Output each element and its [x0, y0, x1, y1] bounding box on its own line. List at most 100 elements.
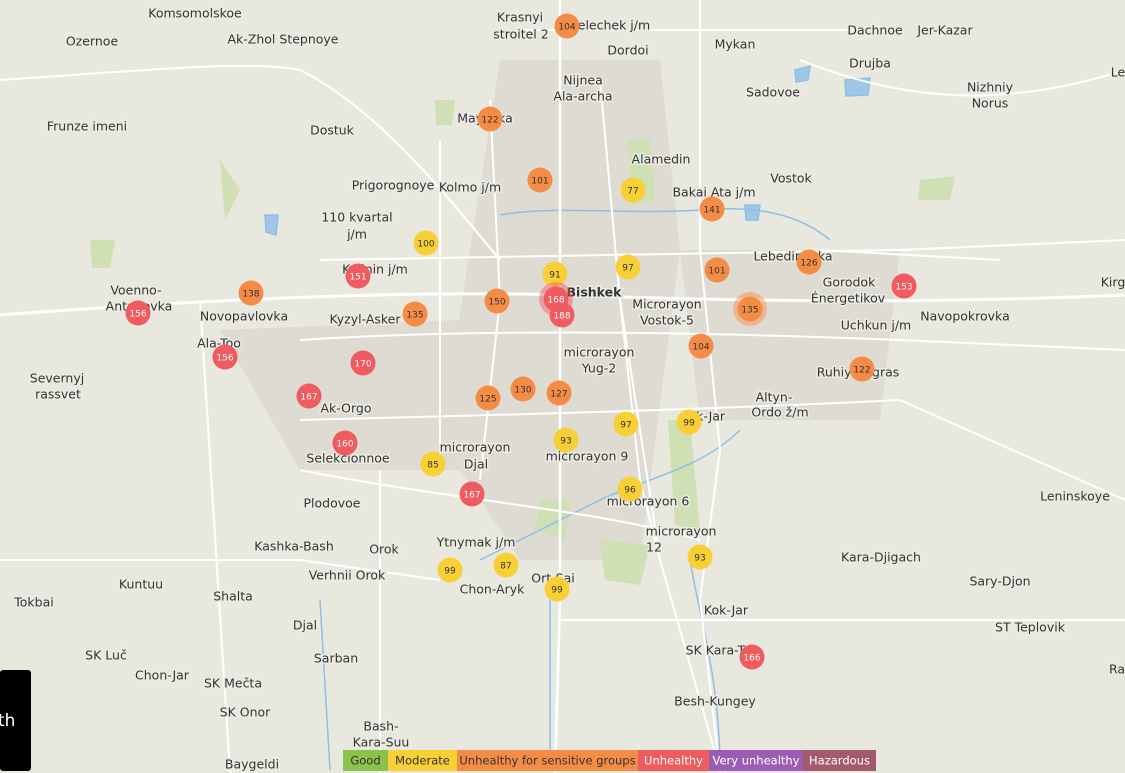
- place-label: Dordoi: [607, 43, 648, 58]
- place-label: Leninskoye: [1040, 489, 1110, 504]
- aqi-marker[interactable]: [437, 557, 463, 583]
- legend-swatch: [638, 750, 709, 771]
- aqi-value: 168: [547, 296, 564, 306]
- aqi-marker[interactable]: [553, 427, 579, 453]
- aqi-marker[interactable]: [891, 273, 917, 299]
- aqi-value: 99: [551, 586, 563, 596]
- place-label: Baygeldi: [225, 757, 279, 772]
- aqi-marker[interactable]: [510, 376, 536, 402]
- place-label: Selechek j/m: [570, 18, 650, 33]
- place-label: ST Teplovik: [995, 620, 1066, 635]
- place-label: rassvet: [35, 387, 81, 402]
- place-label: Vostok: [770, 171, 812, 186]
- legend-label: Moderate: [395, 754, 450, 768]
- aqi-value: 104: [558, 23, 575, 33]
- aqi-marker[interactable]: [527, 167, 553, 193]
- aqi-marker[interactable]: [332, 430, 358, 456]
- aqi-marker[interactable]: [737, 296, 763, 322]
- place-label: Tokbai: [13, 595, 53, 610]
- aqi-value: 166: [743, 654, 760, 664]
- city-label: Bishkek: [567, 285, 623, 300]
- aqi-value: 127: [550, 390, 567, 400]
- aqi-value: 167: [463, 491, 480, 501]
- aqi-marker[interactable]: [459, 481, 485, 507]
- aqi-marker[interactable]: [296, 383, 322, 409]
- aqi-marker[interactable]: [475, 385, 501, 411]
- aqi-marker[interactable]: [413, 230, 439, 256]
- aqi-marker[interactable]: [484, 288, 510, 314]
- place-label: Sarban: [314, 651, 358, 666]
- place-label: Bakai Ata j/m: [672, 185, 755, 200]
- aqi-value: 122: [853, 366, 870, 376]
- aqi-value: 141: [703, 206, 720, 216]
- place-label: 12: [646, 540, 662, 555]
- aqi-value: 135: [406, 311, 423, 321]
- aqi-value: 122: [481, 116, 498, 126]
- place-label: Mykan: [715, 37, 756, 52]
- aqi-marker[interactable]: [615, 254, 641, 280]
- place-label: Vostok-5: [640, 313, 694, 328]
- aqi-value: 96: [624, 486, 636, 496]
- aqi-value: 156: [216, 354, 233, 364]
- parks: [90, 100, 955, 585]
- legend-swatch: [343, 750, 388, 771]
- place-label: Prigorognoye: [352, 178, 435, 193]
- place-label: Jer-Kazar: [916, 23, 973, 38]
- place-label: Verhnii Orok: [309, 568, 386, 583]
- aqi-value: 93: [694, 554, 705, 564]
- aqi-marker[interactable]: [554, 13, 580, 39]
- aqi-marker[interactable]: [542, 261, 568, 287]
- aqi-value: 125: [479, 395, 496, 405]
- place-labels: Komsomolskoe Ozernoe Ak-Zhol Stepnoye Krasn…: [12, 4, 1125, 773]
- aqi-value: 101: [708, 267, 725, 277]
- aqi-marker[interactable]: [125, 300, 151, 326]
- aqi-marker[interactable]: [477, 106, 503, 132]
- aqi-marker[interactable]: [704, 257, 730, 283]
- place-label: Gorodok: [823, 275, 876, 290]
- aqi-marker[interactable]: [549, 302, 575, 328]
- place-label: Komsomolskoe: [148, 6, 242, 21]
- place-label: Ala-archa: [553, 89, 612, 104]
- place-label: Shalta: [213, 589, 253, 604]
- legend-swatch: [457, 750, 638, 771]
- aqi-marker[interactable]: [350, 350, 376, 376]
- aqi-marker[interactable]: [687, 544, 713, 570]
- place-label: SK Onor: [220, 705, 272, 720]
- corner-text: th: [0, 711, 15, 731]
- place-label: Chon-Aryk: [460, 582, 526, 597]
- aqi-marker[interactable]: [345, 263, 371, 289]
- place-label: Nijnea: [563, 73, 603, 88]
- aqi-value: 153: [895, 283, 912, 293]
- place-label: stroitel 2: [493, 27, 548, 42]
- place-label: Novopavlovka: [200, 309, 288, 324]
- aqi-marker[interactable]: [613, 411, 639, 437]
- aqi-marker[interactable]: [544, 576, 570, 602]
- aqi-marker[interactable]: [699, 196, 725, 222]
- place-label: Altyn-: [756, 390, 793, 405]
- place-label: Sary-Djon: [969, 574, 1030, 589]
- aqi-value: 130: [514, 386, 531, 396]
- place-label: microrayon 6: [607, 494, 690, 509]
- aqi-marker[interactable]: [212, 344, 238, 370]
- aqi-marker[interactable]: [739, 644, 765, 670]
- place-label: Kok-Jar: [704, 603, 749, 618]
- aqi-marker[interactable]: [546, 380, 572, 406]
- aqi-marker[interactable]: [688, 333, 714, 359]
- aqi-marker[interactable]: [676, 409, 702, 435]
- place-label: SK Mečta: [204, 676, 262, 691]
- place-label: Kara-Suu: [353, 735, 410, 750]
- aqi-value: 135: [741, 306, 758, 316]
- aqi-marker[interactable]: [849, 356, 875, 382]
- legend-label: Good: [350, 754, 380, 768]
- aqi-marker[interactable]: [420, 451, 446, 477]
- place-label: Navopokrovka: [920, 309, 1009, 324]
- aqi-marker[interactable]: [238, 280, 264, 306]
- place-label: Énergetikov: [811, 291, 886, 306]
- aqi-marker[interactable]: [402, 301, 428, 327]
- aqi-marker[interactable]: [617, 476, 643, 502]
- place-label: Le: [1111, 65, 1125, 80]
- aqi-marker[interactable]: [493, 552, 519, 578]
- place-label: Dostuk: [310, 123, 355, 138]
- aqi-marker[interactable]: [620, 177, 646, 203]
- aqi-marker[interactable]: [796, 249, 822, 275]
